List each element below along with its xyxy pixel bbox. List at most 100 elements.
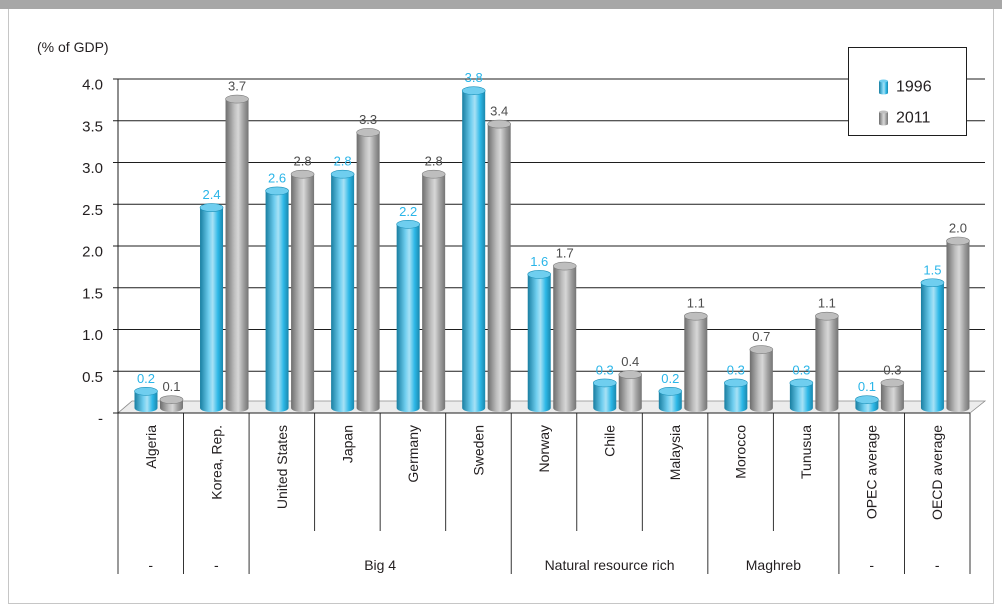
group-label: -: [214, 557, 219, 573]
bar-cap: [396, 220, 420, 229]
bar-1996-norway: [527, 270, 552, 412]
data-label-1996-malaysia: 0.2: [661, 371, 679, 386]
bar-cap: [265, 186, 289, 196]
axes: - 0.5 1.0 1.5 2.0 2.5 3.0 3.5 4.0 Algeria Korea, R…: [82, 77, 971, 574]
y-tick-label: -: [98, 411, 103, 428]
bar-body: [618, 374, 642, 412]
bar-cap: [946, 236, 970, 246]
bar-2011-malaysia: [684, 311, 708, 412]
data-label-2011-japan: 3.3: [359, 112, 377, 127]
category-label-united-states: United States: [274, 425, 290, 509]
bar-cap: [225, 94, 249, 104]
category-label-malaysia: Malaysia: [667, 425, 683, 480]
bar-body: [724, 382, 748, 412]
legend-swatch-cap: [879, 79, 888, 83]
bar-body: [200, 207, 224, 412]
bar-body: [356, 132, 380, 412]
bar-2011-norway: [552, 261, 577, 412]
legend: 1996 2011: [848, 47, 967, 136]
bar-body: [291, 174, 315, 412]
data-label-2011-tunusua: 1.1: [818, 296, 836, 311]
bar-cap: [749, 345, 774, 354]
category-label-tunusua: Tunusua: [798, 425, 814, 479]
bar-cap: [684, 311, 708, 321]
bar-2011-oecd-average: [946, 236, 970, 412]
bar-cap: [290, 169, 315, 179]
group-label: Maghreb: [746, 557, 801, 573]
bar-body: [225, 99, 249, 413]
category-label-korea-rep: Korea, Rep.: [208, 425, 224, 500]
data-label-2011-korea-rep: 3.7: [228, 79, 246, 94]
data-label-1996-tunusua: 0.3: [792, 362, 810, 377]
data-label-1996-korea-rep: 2.4: [202, 187, 220, 202]
bar-cap: [461, 86, 486, 95]
bar-1996-malaysia: [658, 386, 683, 412]
bar-cap: [159, 395, 184, 404]
bar-1996-morocco: [724, 378, 748, 412]
data-label-2011-united-states: 2.8: [294, 154, 312, 169]
bar-body: [880, 382, 904, 412]
data-label-1996-germany: 2.2: [399, 204, 417, 219]
bar-cap: [855, 395, 879, 404]
data-label-1996-united-states: 2.6: [268, 170, 286, 185]
bar-cap: [330, 169, 355, 179]
bar-cap: [356, 128, 380, 137]
category-label-opec-average: OPEC average: [864, 425, 880, 519]
y-tick-label: 3.5: [82, 118, 103, 135]
y-axis-label: (% of GDP): [37, 39, 109, 55]
bar-cap: [134, 386, 158, 396]
legend-swatch: [879, 81, 888, 95]
bar-2011-sweden: [487, 119, 511, 412]
category-label-norway: Norway: [536, 425, 552, 472]
data-labels: 0.2 2.4 2.6 2.8 2.2 3.8 1.6 0.3 0.2 0.3 0.3 0.1 1.5 0…: [137, 70, 967, 394]
chart-frame: [8, 9, 994, 604]
group-label: Big 4: [364, 557, 396, 573]
legend-swatch: [879, 112, 888, 126]
data-label-2011-algeria: 0.1: [162, 379, 180, 394]
bar-1996-algeria: [134, 386, 158, 412]
bar-body: [789, 382, 813, 412]
bar-body: [684, 316, 708, 412]
plot-bars: [134, 86, 970, 413]
bar-cap: [815, 311, 839, 321]
data-label-1996-morocco: 0.3: [727, 362, 745, 377]
data-label-1996-opec-average: 0.1: [858, 379, 876, 394]
bar-2011-chile: [618, 370, 643, 412]
bar-1996-germany: [396, 220, 420, 412]
y-tick-label: 0.5: [82, 369, 103, 386]
data-label-2011-oecd-average: 2.0: [949, 221, 967, 236]
bar-1996-oecd-average: [920, 278, 945, 412]
bar-cap: [618, 370, 643, 379]
bar-cap: [552, 261, 577, 271]
data-label-2011-malaysia: 1.1: [687, 296, 705, 311]
bar-body: [946, 241, 970, 412]
category-label-morocco: Morocco: [733, 425, 749, 479]
bar-body: [815, 316, 839, 412]
bar-cap: [199, 203, 224, 212]
bar-1996-sweden: [461, 86, 486, 412]
category-label-japan: Japan: [339, 425, 355, 463]
category-label-chile: Chile: [602, 425, 618, 457]
bar-2011-japan: [356, 128, 380, 412]
bar-cap: [421, 169, 446, 179]
data-label-1996-algeria: 0.2: [137, 371, 155, 386]
bar-body: [749, 349, 773, 412]
bar-cap: [487, 119, 511, 129]
data-label-1996-japan: 2.8: [334, 154, 352, 169]
group-label: Natural resource rich: [545, 557, 675, 573]
bar-2011-morocco: [749, 345, 774, 412]
bar-body: [331, 174, 355, 412]
top-band: [0, 0, 1002, 9]
bar-body: [527, 274, 551, 412]
bar-2011-korea-rep: [225, 94, 249, 413]
bar-body: [658, 391, 682, 412]
bar-cap: [658, 386, 683, 396]
bar-cap: [724, 378, 748, 388]
legend-label: 2011: [896, 110, 931, 127]
bar-body: [396, 224, 420, 412]
y-tick-label: 1.5: [82, 285, 103, 302]
bar-2011-opec-average: [880, 378, 905, 412]
y-tick-label: 2.0: [82, 244, 103, 261]
bar-cap: [592, 378, 617, 388]
